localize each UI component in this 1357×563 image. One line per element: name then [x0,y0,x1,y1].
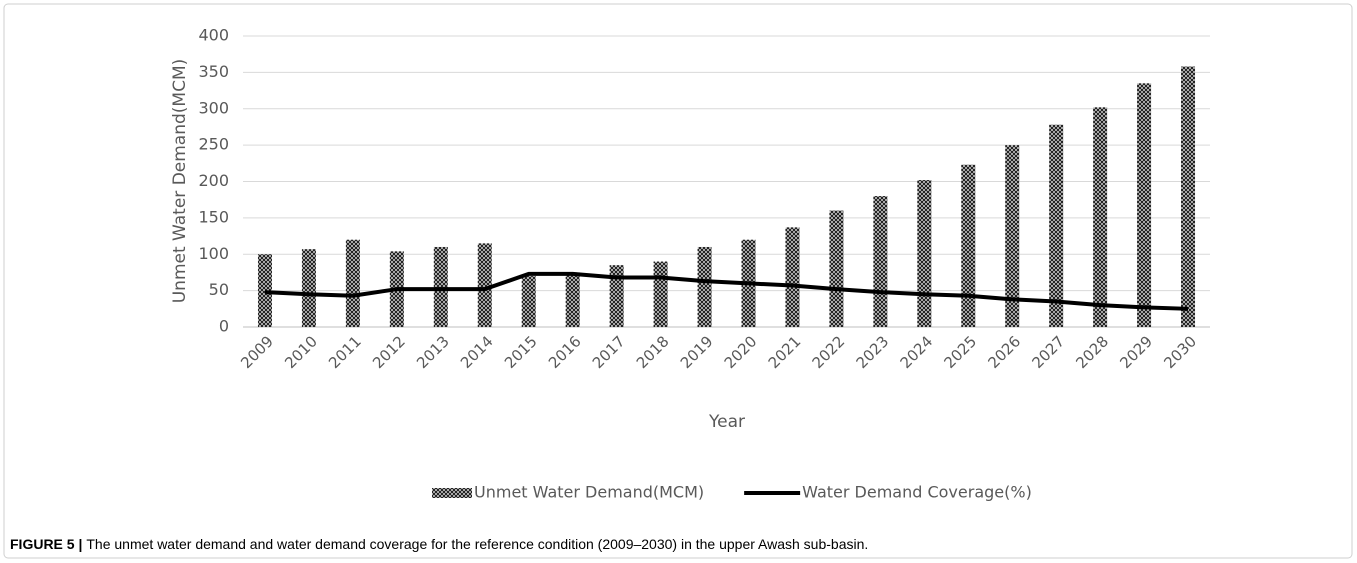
x-tick-label: 2012 [369,332,409,372]
x-axis-label: Year [708,412,745,432]
caption-text: The unmet water demand and water demand … [86,536,868,552]
x-tick-label: 2011 [325,332,365,372]
bar [1049,124,1064,327]
x-tick-label: 2019 [677,332,717,372]
bar [257,254,272,327]
x-tick-label: 2021 [765,332,805,372]
legend-swatch [432,488,472,498]
bar [873,196,888,327]
bar [609,265,624,327]
x-tick-label: 2017 [589,332,629,372]
x-tick-label: 2023 [853,332,893,372]
bar [1093,107,1108,327]
x-tick-label: 2020 [721,332,761,372]
caption-label: FIGURE 5 | [10,536,82,552]
bar [1005,145,1020,327]
bar [345,239,360,327]
y-tick-label: 250 [198,135,229,154]
x-tick-label: 2015 [501,332,541,372]
x-tick-label: 2018 [633,332,673,372]
bar [697,246,712,327]
x-tick-label: 2028 [1072,332,1112,372]
y-tick-label: 200 [198,171,229,190]
bar [829,210,844,327]
y-tick-label: 100 [198,244,229,263]
y-tick-label: 400 [198,26,229,45]
legend-label: Water Demand Coverage(%) [802,483,1032,502]
y-tick-label: 0 [219,317,229,336]
x-tick-label: 2010 [281,332,321,372]
legend-label: Unmet Water Demand(MCM) [474,483,704,502]
bar [917,180,932,327]
x-tick-label: 2013 [413,332,453,372]
x-tick-label: 2026 [984,332,1024,372]
x-tick-label: 2030 [1160,332,1200,372]
x-tick-label: 2009 [237,332,277,372]
y-tick-label: 350 [198,62,229,81]
y-tick-label: 150 [198,207,229,226]
bar [961,164,976,327]
bar [653,261,668,327]
y-tick-label: 300 [198,98,229,117]
x-tick-label: 2016 [545,332,585,372]
x-tick-label: 2022 [809,332,849,372]
x-tick-label: 2025 [941,332,981,372]
bar [301,249,316,327]
bar [1137,83,1152,327]
x-tick-label: 2029 [1116,332,1156,372]
caption: FIGURE 5 | The unmet water demand and wat… [10,536,868,552]
y-axis-label: Unmet Water Demand(MCM) [170,59,190,304]
bar [477,243,492,327]
x-tick-label: 2024 [897,332,937,372]
bar [565,272,580,327]
bar [1181,66,1196,328]
bar [785,227,800,327]
x-tick-label: 2014 [457,332,497,372]
x-tick-label: 2027 [1028,332,1068,372]
line [264,271,1189,311]
bar [433,246,448,327]
y-tick-label: 50 [209,280,229,299]
bar [521,276,536,327]
frame [3,3,1353,559]
